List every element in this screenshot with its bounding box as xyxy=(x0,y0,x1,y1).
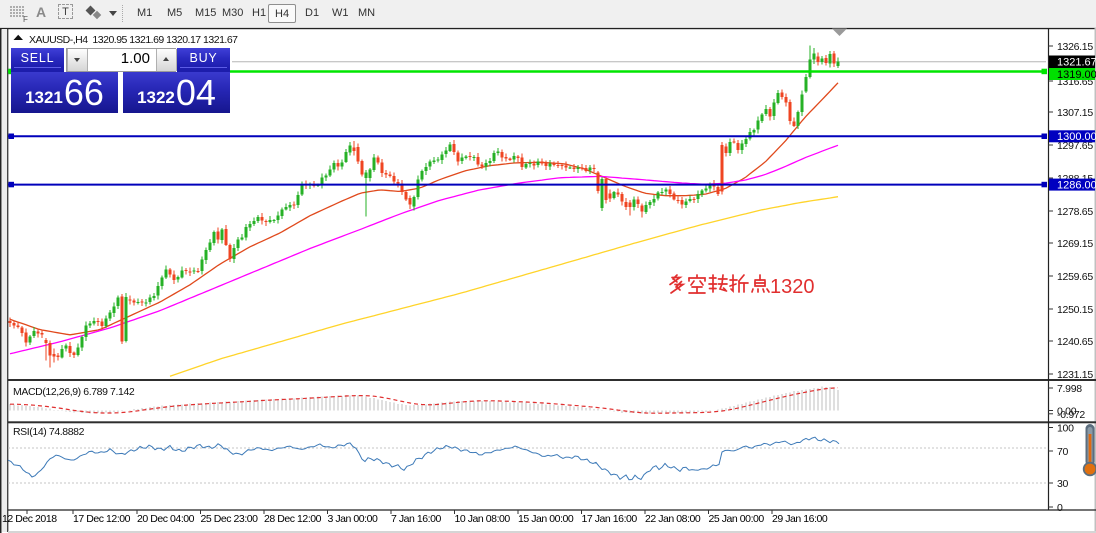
svg-text:12 Dec 2018: 12 Dec 2018 xyxy=(2,513,57,525)
svg-text:MACD(12,26,9) 6.789 7.142: MACD(12,26,9) 6.789 7.142 xyxy=(13,386,135,398)
svg-text:-0.972: -0.972 xyxy=(1057,409,1085,421)
svg-text:1278.65: 1278.65 xyxy=(1057,206,1093,218)
svg-text:28 Dec 12:00: 28 Dec 12:00 xyxy=(264,513,322,525)
svg-text:1297.65: 1297.65 xyxy=(1057,140,1093,152)
svg-text:20 Dec 04:00: 20 Dec 04:00 xyxy=(137,513,195,525)
svg-text:70: 70 xyxy=(1057,446,1069,458)
svg-text:1321.67: 1321.67 xyxy=(1057,57,1096,69)
svg-text:7.998: 7.998 xyxy=(1057,383,1082,395)
svg-text:1326.15: 1326.15 xyxy=(1057,41,1093,53)
svg-text:1286.00: 1286.00 xyxy=(1057,179,1096,191)
svg-text:XAUUSD-,H4 1320.95 1321.69 13: XAUUSD-,H4 1320.95 1321.69 1320.17 1321.… xyxy=(29,34,238,46)
svg-text:22 Jan 08:00: 22 Jan 08:00 xyxy=(645,513,701,525)
svg-text:1231.15: 1231.15 xyxy=(1057,369,1093,381)
svg-text:100: 100 xyxy=(1057,423,1074,435)
svg-text:0.00: 0.00 xyxy=(1057,406,1077,418)
svg-text:25 Jan 00:00: 25 Jan 00:00 xyxy=(709,513,765,525)
svg-text:1259.65: 1259.65 xyxy=(1057,271,1093,283)
svg-text:7 Jan 16:00: 7 Jan 16:00 xyxy=(391,513,442,525)
svg-text:25 Dec 23:00: 25 Dec 23:00 xyxy=(201,513,259,525)
svg-text:1307.15: 1307.15 xyxy=(1057,107,1093,119)
svg-text:1250.15: 1250.15 xyxy=(1057,304,1093,316)
svg-text:RSI(14) 74.8882: RSI(14) 74.8882 xyxy=(13,426,85,438)
svg-text:3 Jan 00:00: 3 Jan 00:00 xyxy=(328,513,379,525)
svg-text:30: 30 xyxy=(1057,478,1069,490)
svg-text:1240.65: 1240.65 xyxy=(1057,336,1093,348)
svg-text:17 Dec 12:00: 17 Dec 12:00 xyxy=(73,513,131,525)
svg-text:F: F xyxy=(23,15,28,24)
svg-text:0: 0 xyxy=(1057,502,1063,514)
svg-text:1300.00: 1300.00 xyxy=(1057,131,1096,143)
svg-text:1320: 1320 xyxy=(770,276,815,298)
svg-text:29 Jan 16:00: 29 Jan 16:00 xyxy=(772,513,828,525)
svg-text:10 Jan 08:00: 10 Jan 08:00 xyxy=(455,513,511,525)
svg-text:1269.15: 1269.15 xyxy=(1057,238,1093,250)
svg-text:17 Jan 16:00: 17 Jan 16:00 xyxy=(582,513,638,525)
svg-text:1319.00: 1319.00 xyxy=(1057,69,1096,81)
svg-text:15 Jan 00:00: 15 Jan 00:00 xyxy=(518,513,574,525)
